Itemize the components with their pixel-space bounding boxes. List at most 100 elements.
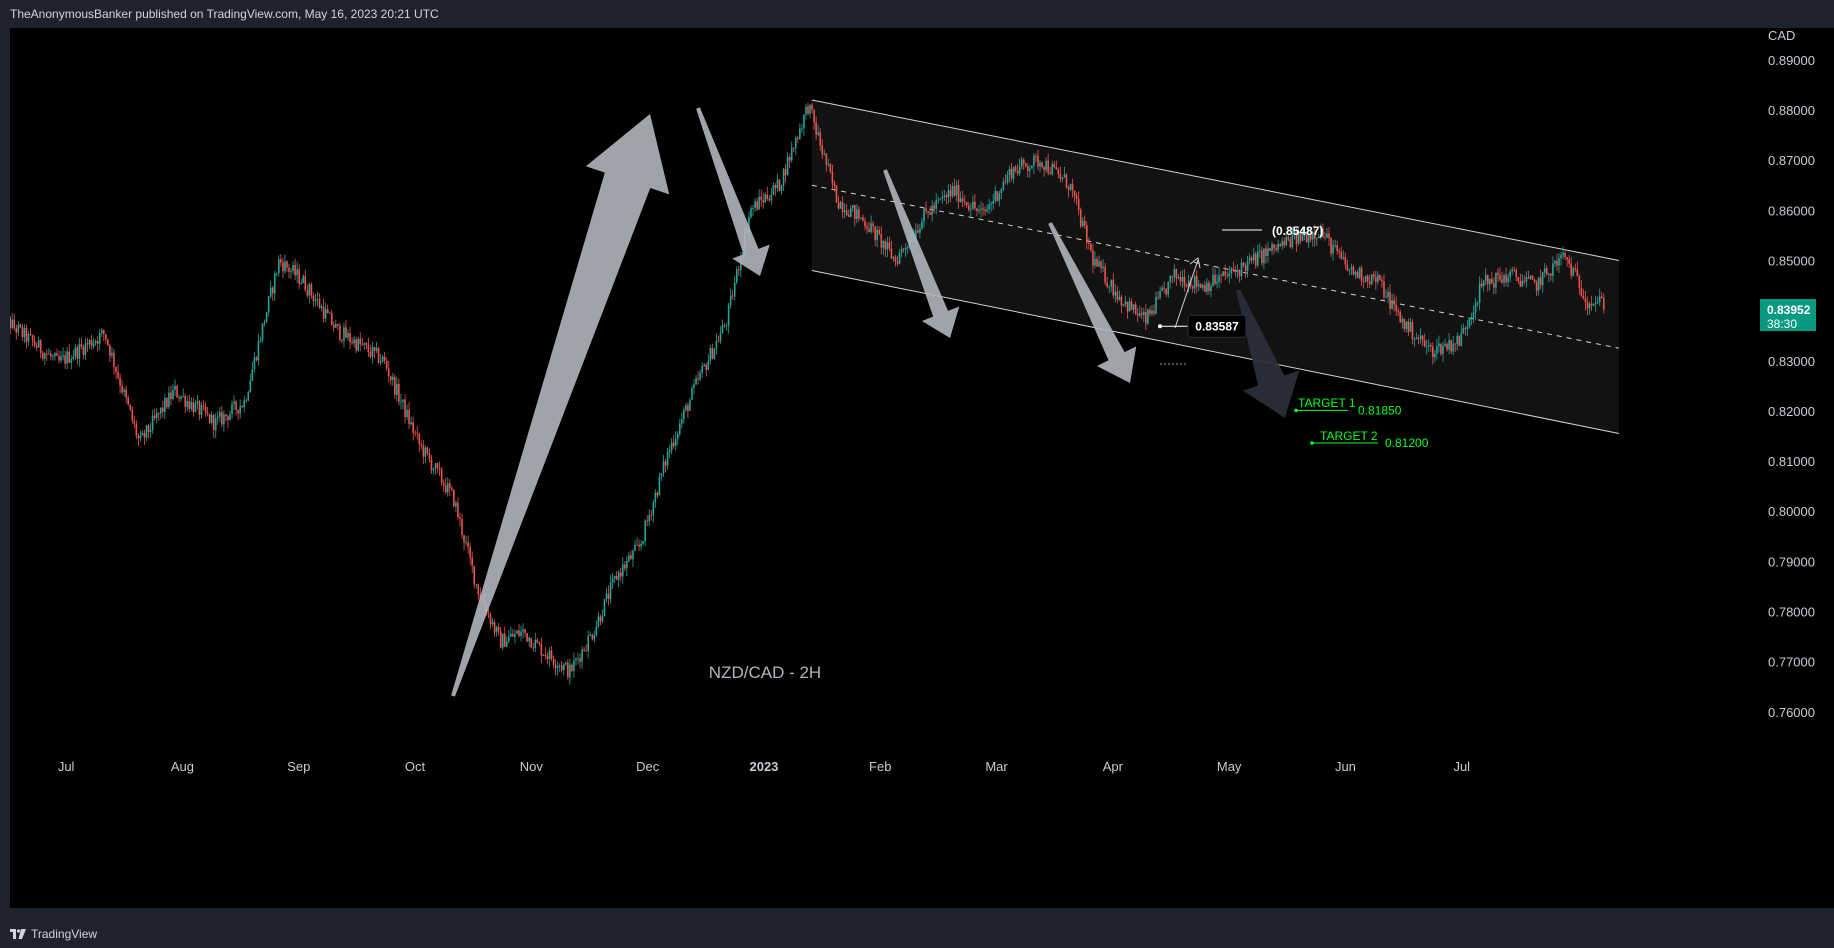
candle-body [1263,248,1265,264]
candle-body [383,356,386,361]
chart-svg[interactable]: (0.85487) 0.83587 TARGET 10.81850 TARGET 2 0… [10,28,1760,908]
channel-median-line[interactable] [811,184,1619,349]
candle-body [426,447,429,454]
trend-arrows[interactable] [451,107,1300,697]
candle-body [581,649,583,662]
candle-body [548,650,551,660]
candle-body [703,364,705,367]
candle-body [801,128,803,130]
candle-body [959,198,962,203]
candle-body [1157,296,1159,298]
candle-body [1102,266,1104,269]
candle-body [1489,278,1491,285]
breakout-arrow-line[interactable] [1174,259,1199,329]
candle-body [157,413,160,414]
candle-body [652,502,655,516]
candle-body [58,355,60,361]
candle-body [597,616,600,627]
candle-body [1106,282,1108,287]
candle-body [214,418,217,431]
candle-body [626,560,628,569]
candle-body [1010,168,1013,179]
candle-body [571,664,573,671]
last-price-box [1760,299,1816,332]
candle-body [27,333,30,342]
chart-pane[interactable]: (0.85487) 0.83587 TARGET 1 0.81850 TARGET 2 0… [10,28,1760,908]
candle-body [711,348,714,359]
candle-body [1071,183,1074,191]
candle-body [1098,261,1100,267]
time-tick-label: Nov [520,759,544,774]
candle-body [267,296,270,313]
candle-body [1313,232,1316,239]
candle-body [1346,264,1349,271]
candle-body [917,230,919,233]
candle-body [1472,312,1475,318]
candle-body [727,305,730,326]
projected-down-arrow[interactable] [1236,289,1300,418]
candle-body [530,637,533,648]
candle-body [1527,277,1530,279]
candle-body [410,422,412,425]
candle-body [172,389,174,399]
footer: TradingView [0,920,1834,948]
price-axis-svg[interactable]: CAD 0.89000 0.88000 0.87000 0.86000 0.85000 0… [1760,28,1834,908]
candle-body [1124,301,1127,305]
candle-body [766,194,769,200]
candle-body [638,544,640,547]
candle-body [84,343,87,355]
down-arrow-3[interactable] [1048,222,1137,383]
candle-body [815,122,817,135]
candle-body [278,259,280,274]
candle-body [345,327,347,338]
down-arrow-1[interactable] [696,107,770,276]
candle-body [674,438,677,446]
time-axis[interactable]: Jul Aug Sep Oct Nov Dec 2023 Feb Mar Apr May Jun Jul [58,759,1470,774]
candle-body [1283,241,1286,246]
candle-body [593,634,596,640]
channel-lower-line[interactable] [811,269,1619,434]
channel-upper-line[interactable] [811,99,1619,261]
price-axis[interactable]: CAD 0.89000 0.88000 0.87000 0.86000 0.85000 0… [1760,28,1834,908]
price-tick-label: 0.83000 [1768,354,1815,369]
candle-body [448,483,451,489]
down-arrow-2[interactable] [883,169,960,338]
candle-body [880,234,883,248]
candle-body [1261,250,1263,264]
candle-body [202,405,205,407]
candle-body [845,210,848,215]
candle-body [1120,296,1123,306]
candle-body [972,201,974,209]
candle-body [1039,162,1041,167]
candle-body [1574,268,1577,270]
candle-body [1293,231,1296,235]
big-up-arrow[interactable] [451,114,670,697]
candle-body [540,643,543,656]
candle-body [1602,297,1605,310]
candle-body [1191,286,1194,289]
candle-body [536,639,539,643]
candle-body [1230,268,1233,274]
annotations[interactable]: (0.85487) 0.83587 TARGET 10.81850 TARGET 2 0… [1158,224,1429,450]
candle-body [440,469,443,483]
candle-body [451,488,453,490]
candle-body [469,546,471,558]
candle-body [31,335,34,341]
candle-body [50,353,52,357]
candle-body [357,338,360,351]
candle-body [1285,237,1288,246]
candle-body [1381,279,1383,282]
candle-body [1075,195,1078,200]
candle-body [1287,237,1290,240]
candle-body [288,267,290,272]
candle-body [1370,274,1373,285]
candle-body [965,202,968,206]
candle-body [237,409,239,414]
tradingview-brand[interactable]: TradingView [10,920,97,948]
candle-body [1419,335,1422,339]
candle-body [251,369,254,381]
candle-body [1238,270,1241,277]
candle-body [37,340,40,348]
candle-body [265,312,268,323]
candle-body [984,209,986,212]
